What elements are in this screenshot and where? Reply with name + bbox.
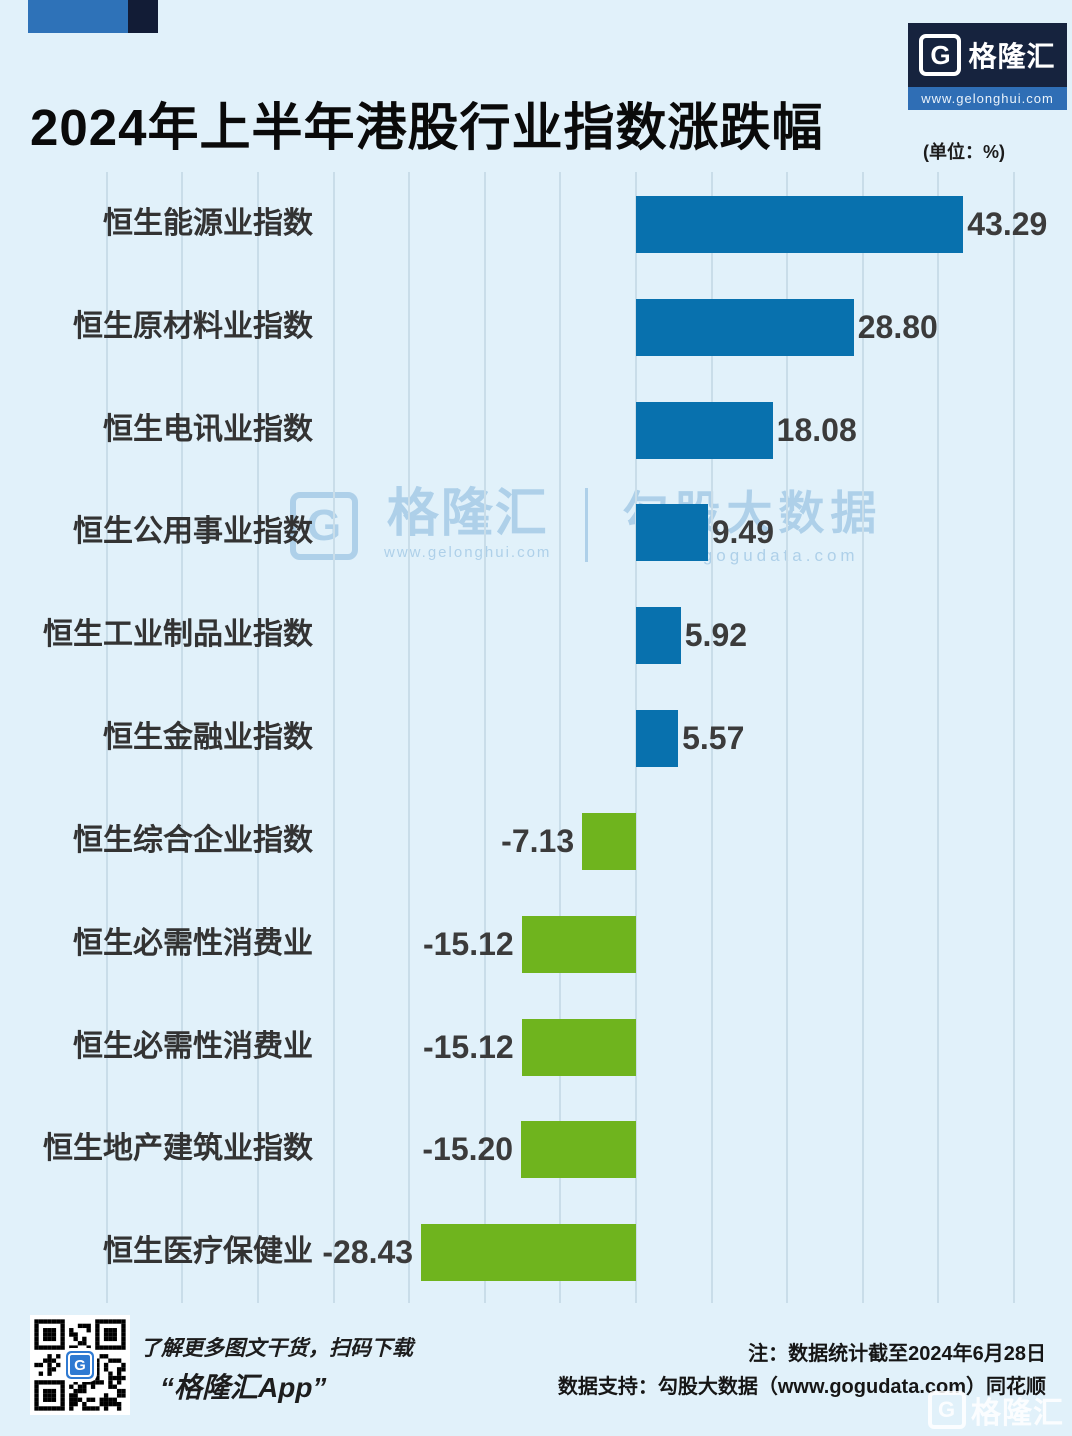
category-label: 恒生能源业指数 bbox=[103, 207, 313, 240]
gelonghui-url: www.gelonghui.com bbox=[908, 87, 1067, 110]
bar-positive bbox=[636, 196, 964, 253]
category-label: 恒生医疗保健业 bbox=[103, 1235, 313, 1269]
qr-code: G bbox=[30, 1315, 130, 1415]
bar-positive bbox=[636, 710, 679, 768]
category-label: 恒生公用事业指数 bbox=[73, 515, 313, 549]
bar-negative bbox=[521, 1121, 636, 1179]
bar-negative bbox=[582, 812, 636, 870]
gridline bbox=[408, 172, 411, 1303]
gridline bbox=[483, 172, 486, 1303]
corner-logo-text: 格隆汇 bbox=[971, 1397, 1064, 1430]
gelonghui-logo: G 格隆汇 www.gelonghui.com bbox=[908, 23, 1067, 110]
unit-label: (单位：%) bbox=[923, 142, 1005, 162]
value-label: -15.12 bbox=[422, 925, 514, 962]
value-label: -15.20 bbox=[422, 1131, 514, 1168]
category-label: 恒生必需性消费业 bbox=[73, 1029, 313, 1063]
gridline bbox=[105, 172, 108, 1303]
header-deco-navy-bar bbox=[128, 0, 158, 33]
header-deco-blue-bar bbox=[28, 0, 128, 33]
bar-positive bbox=[636, 401, 773, 459]
corner-watermark: G 格隆汇 bbox=[928, 1388, 1064, 1432]
footer-note-date: 注：数据统计截至2024年6月28日 bbox=[748, 1343, 1046, 1365]
center-watermark: G 格隆汇 www.gelonghui.com 勾股大数据 www.goguda… bbox=[290, 488, 882, 566]
page-title: 2024年上半年港股行业指数涨跌幅 bbox=[30, 99, 824, 157]
value-label: -15.12 bbox=[422, 1028, 514, 1065]
gelonghui-g-icon: G bbox=[919, 34, 962, 76]
category-label: 恒生原材料业指数 bbox=[73, 309, 313, 343]
category-label: 恒生电讯业指数 bbox=[103, 412, 313, 446]
gridline bbox=[181, 172, 184, 1303]
bar-negative bbox=[521, 1018, 636, 1076]
gridline bbox=[1013, 172, 1015, 1303]
value-label: -7.13 bbox=[501, 822, 575, 859]
gridline bbox=[710, 172, 713, 1303]
qr-caption-line2: “格隆汇App” bbox=[160, 1372, 327, 1403]
gridline bbox=[257, 172, 259, 1303]
qr-center-logo: G bbox=[63, 1348, 97, 1382]
bar-positive bbox=[636, 504, 708, 562]
bar-negative bbox=[521, 915, 636, 973]
category-label: 恒生综合企业指数 bbox=[73, 823, 313, 857]
category-label: 恒生金融业指数 bbox=[103, 721, 313, 755]
value-label: 5.57 bbox=[682, 720, 745, 757]
value-label: 9.49 bbox=[711, 514, 775, 551]
value-label: 28.80 bbox=[857, 308, 938, 345]
watermark-divider bbox=[585, 488, 589, 562]
bar-chart: G 格隆汇 www.gelonghui.com 勾股大数据 www.goguda… bbox=[0, 172, 1072, 1303]
watermark-gelonghui-name: 格隆汇 bbox=[386, 485, 549, 543]
value-label: 43.29 bbox=[967, 206, 1048, 242]
gelonghui-brand-text: 格隆汇 bbox=[968, 41, 1056, 72]
category-label: 恒生工业制品业指数 bbox=[43, 618, 313, 652]
gridline bbox=[861, 172, 864, 1303]
value-label: 18.08 bbox=[776, 411, 857, 448]
gridline bbox=[786, 172, 789, 1303]
gridline bbox=[559, 172, 562, 1303]
gridline bbox=[937, 172, 940, 1303]
corner-g-icon: G bbox=[928, 1391, 966, 1429]
qr-caption-line1: 了解更多图文干货，扫码下载 bbox=[140, 1337, 413, 1360]
bar-positive bbox=[636, 607, 681, 665]
value-label: -28.43 bbox=[322, 1234, 414, 1271]
gridline bbox=[332, 172, 335, 1303]
footer-note-source: 数据支持：勾股大数据（www.gogudata.com）同花顺 bbox=[557, 1376, 1046, 1398]
category-label: 恒生必需性消费业 bbox=[73, 926, 313, 960]
bar-positive bbox=[636, 298, 854, 356]
gelonghui-logo-mark: G 格隆汇 bbox=[908, 23, 1067, 87]
bar-negative bbox=[421, 1224, 636, 1282]
value-label: 5.92 bbox=[684, 617, 748, 654]
qr-g-icon: G bbox=[68, 1353, 92, 1377]
category-label: 恒生地产建筑业指数 bbox=[43, 1132, 313, 1166]
